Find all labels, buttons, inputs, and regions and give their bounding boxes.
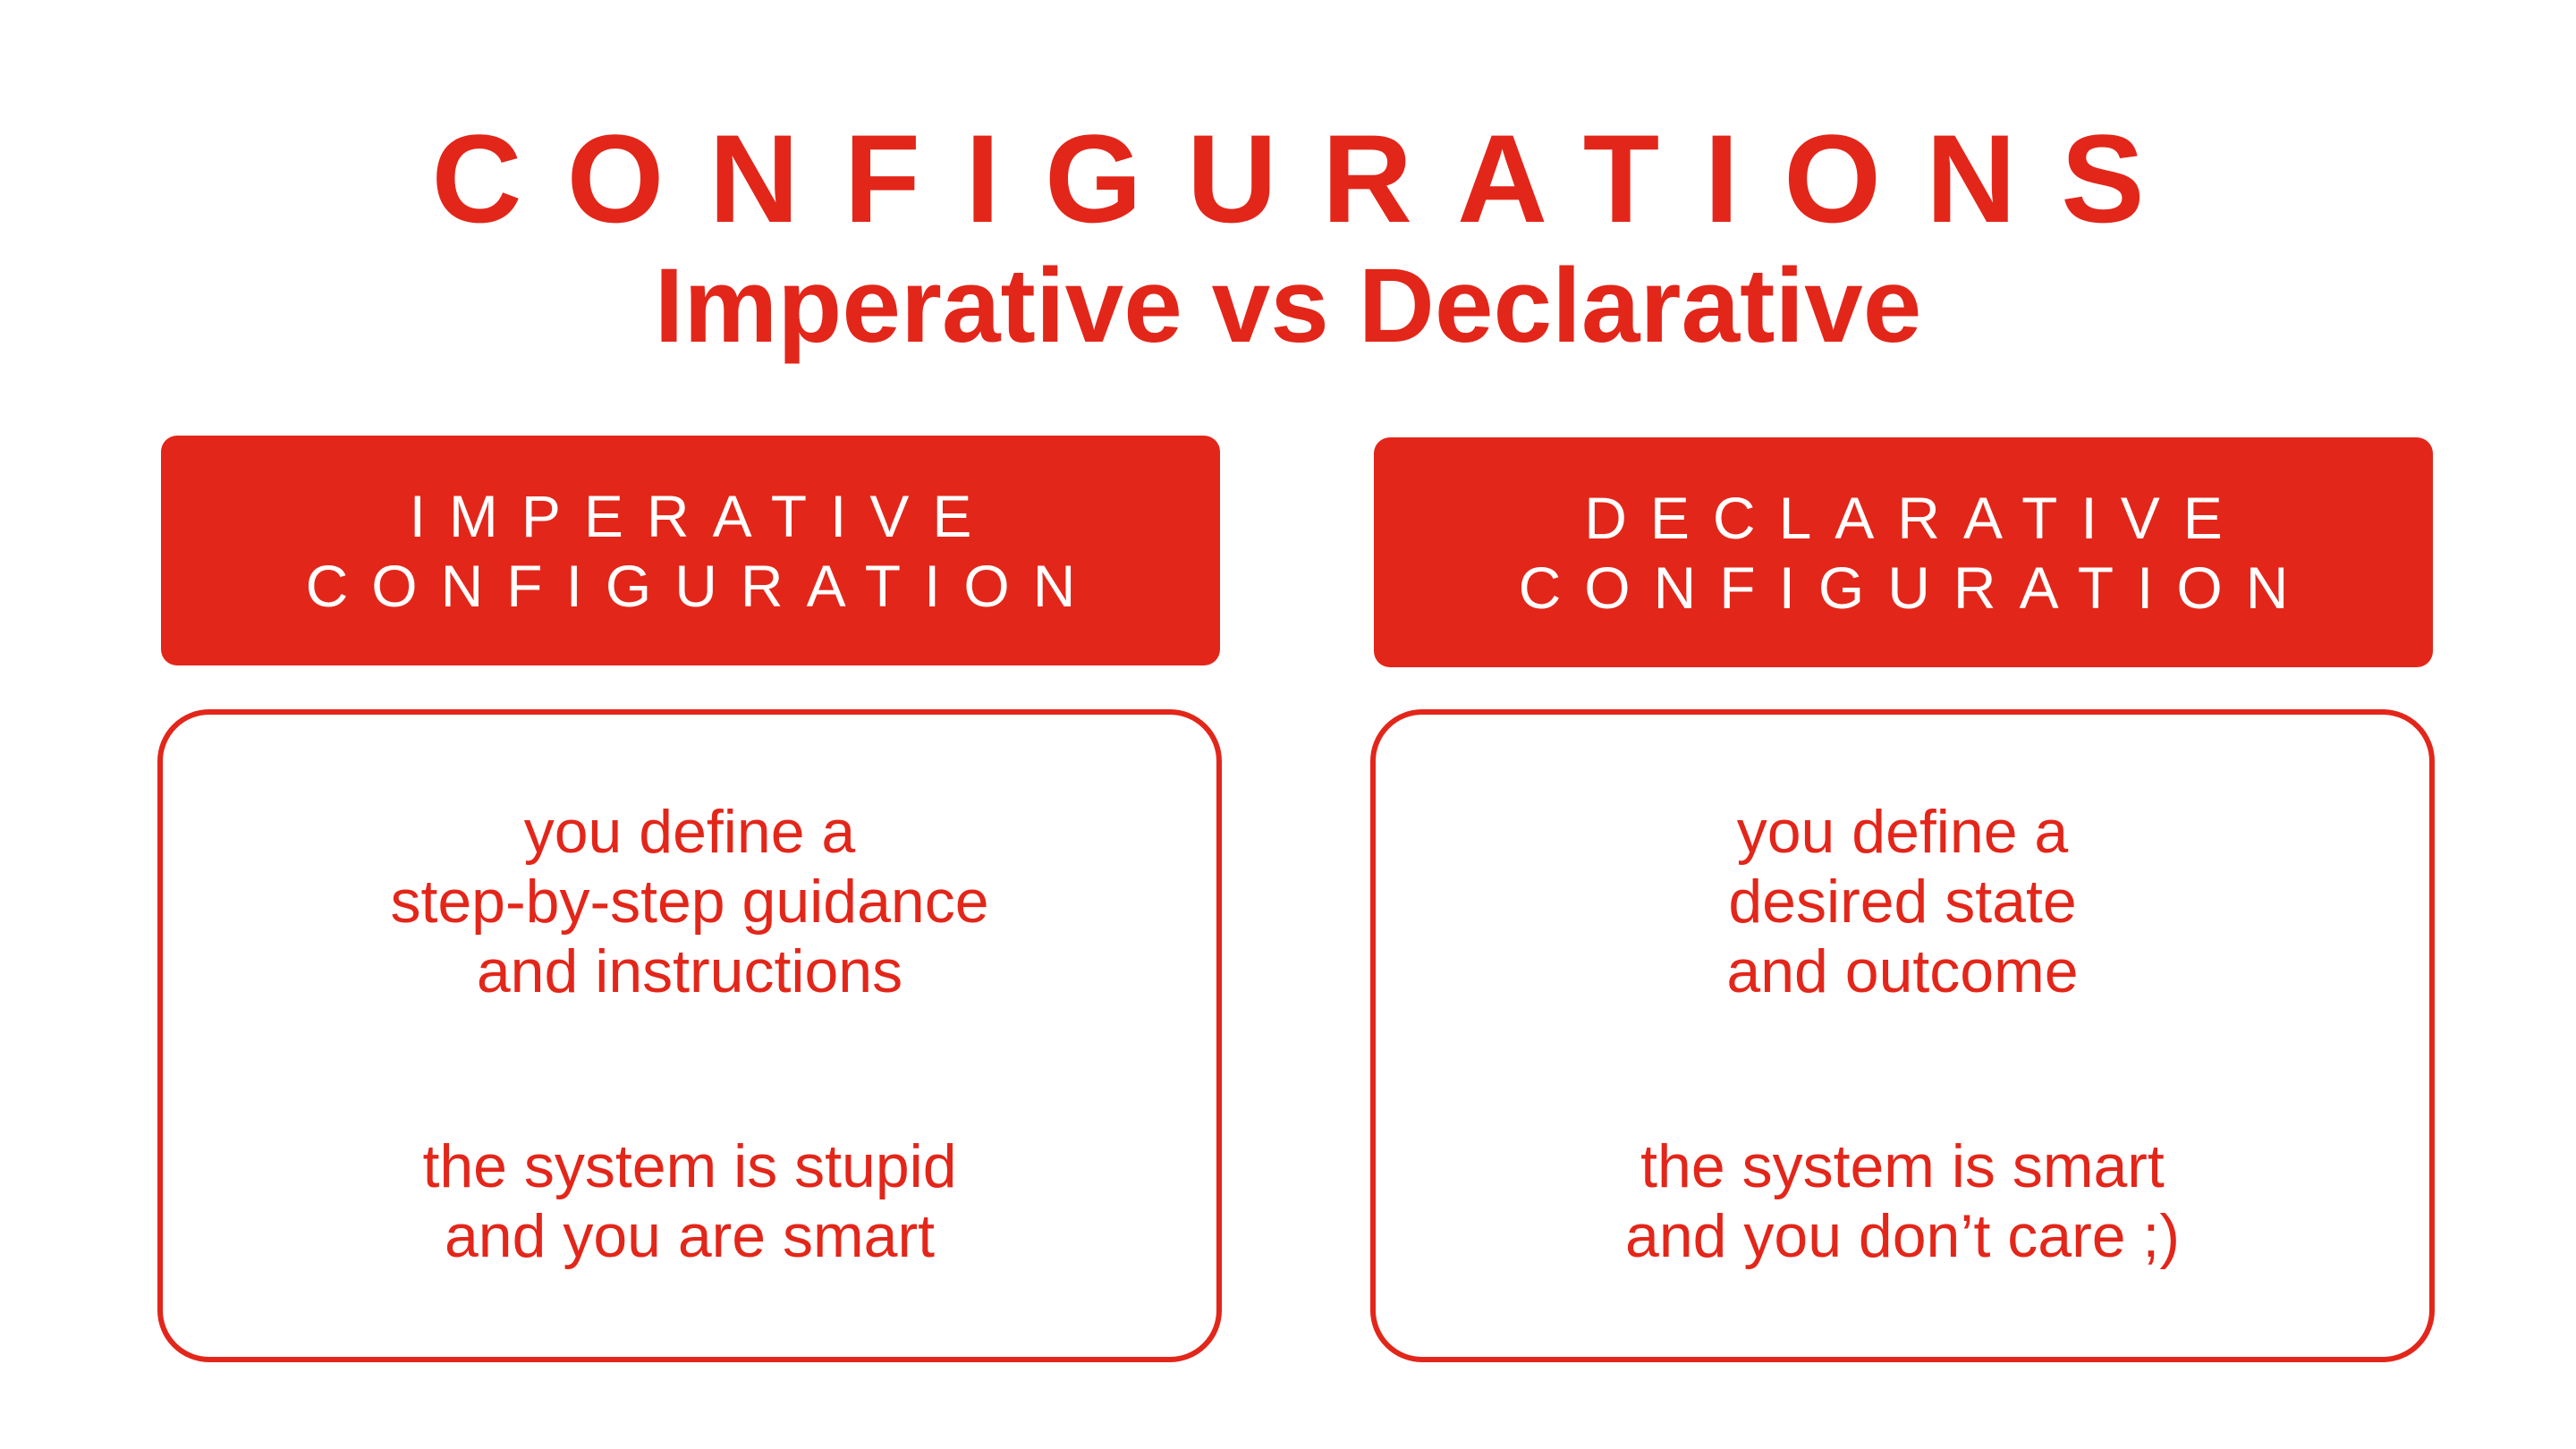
imperative-definition: you define a step-by-step guidance and i… xyxy=(163,797,1216,1006)
imperative-definition-line: and instructions xyxy=(476,937,903,1005)
page-subtitle: Imperative vs Declarative xyxy=(654,247,1922,365)
declarative-system-note: the system is smart and you don’t care ;… xyxy=(1376,1131,2429,1271)
declarative-definition: you define a desired state and outcome xyxy=(1376,797,2429,1006)
imperative-header: IMPERATIVE CONFIGURATION xyxy=(161,436,1220,665)
imperative-header-line1: IMPERATIVE xyxy=(409,482,996,549)
imperative-definition-line: step-by-step guidance xyxy=(390,868,989,936)
declarative-definition-line: desired state xyxy=(1728,868,2077,936)
declarative-definition-line: you define a xyxy=(1736,798,2069,866)
declarative-header-line2: CONFIGURATION xyxy=(1518,554,2312,621)
imperative-system-note-line: and you are smart xyxy=(444,1202,936,1270)
declarative-description-box: you define a desired state and outcome t… xyxy=(1370,709,2435,1362)
declarative-system-note-line: the system is smart xyxy=(1640,1132,2165,1200)
page-title: CONFIGURATIONS xyxy=(431,108,2190,249)
declarative-definition-line: and outcome xyxy=(1726,937,2079,1005)
imperative-system-note: the system is stupid and you are smart xyxy=(163,1131,1216,1271)
declarative-header-line1: DECLARATIVE xyxy=(1584,484,2246,551)
declarative-header: DECLARATIVE CONFIGURATION xyxy=(1374,437,2433,667)
imperative-system-note-line: the system is stupid xyxy=(422,1132,957,1200)
imperative-header-line2: CONFIGURATION xyxy=(305,552,1099,619)
declarative-system-note-line: and you don’t care ;) xyxy=(1625,1202,2180,1270)
imperative-definition-line: you define a xyxy=(523,798,856,866)
imperative-description-box: you define a step-by-step guidance and i… xyxy=(157,709,1222,1362)
